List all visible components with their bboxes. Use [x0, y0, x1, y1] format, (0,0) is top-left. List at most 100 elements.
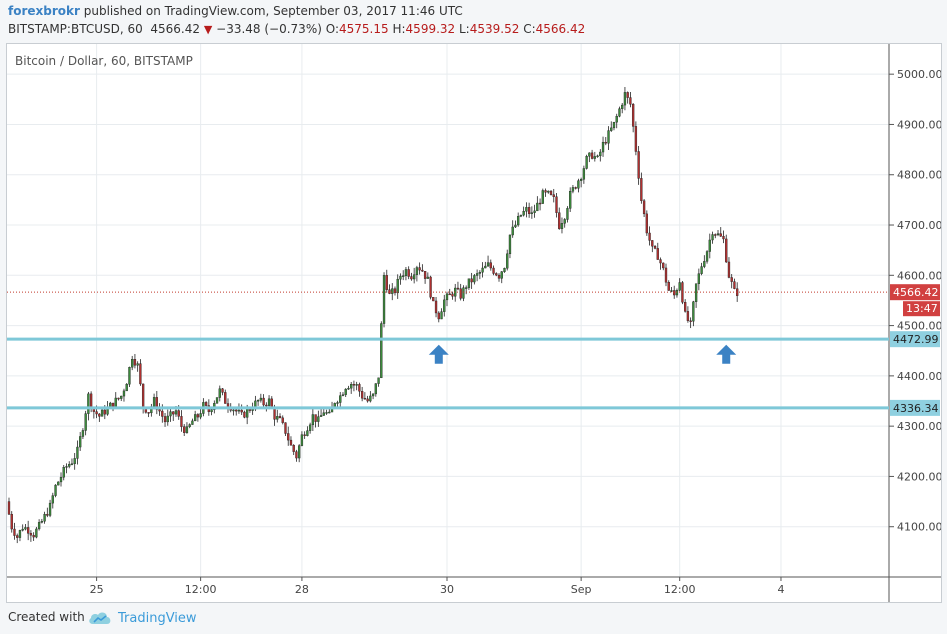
- candle-body: [16, 535, 19, 538]
- y-tick-label: 4100.00: [897, 521, 941, 534]
- candle-body: [481, 267, 484, 273]
- candle-body: [84, 413, 87, 431]
- candle-body: [298, 445, 301, 459]
- y-tick-label: 5000.00: [897, 68, 941, 81]
- open-value: 4575.15: [339, 22, 389, 36]
- candle-body: [593, 156, 596, 159]
- candle-body: [68, 464, 71, 467]
- y-tick-label: 4800.00: [897, 169, 941, 182]
- candle-body: [141, 383, 145, 408]
- chart-panel[interactable]: 5000.00 4900.00 4800.00 4700.00 4600.00 4500.…: [6, 43, 942, 603]
- tradingview-brand[interactable]: TradingView: [88, 607, 197, 629]
- candle-body: [215, 397, 219, 404]
- candle-body: [686, 311, 690, 321]
- candle-body: [46, 513, 49, 516]
- candle-body: [221, 388, 224, 393]
- candle-body: [311, 414, 315, 426]
- candle-body: [62, 467, 65, 478]
- candle-body: [404, 269, 408, 276]
- author-name[interactable]: forexbrokr: [8, 4, 80, 18]
- candle-body: [10, 514, 13, 530]
- countdown-label: 13:47: [906, 302, 938, 315]
- candle-body: [374, 383, 377, 395]
- candle-body: [243, 411, 246, 418]
- candle-body: [465, 287, 468, 289]
- y-tick-label: 4300.00: [897, 420, 941, 433]
- candle-body: [35, 528, 38, 538]
- candle-body: [224, 392, 227, 404]
- candle-body: [527, 207, 531, 214]
- candle-body: [393, 288, 397, 294]
- candle-body: [536, 202, 539, 212]
- candle-body: [640, 178, 643, 201]
- candle-body: [725, 238, 728, 263]
- candle-body: [410, 276, 413, 280]
- candle-body: [360, 391, 364, 399]
- candle-body: [347, 387, 350, 390]
- candle-body: [287, 433, 290, 441]
- candle-body: [492, 267, 495, 274]
- y-tick-label: 4900.00: [897, 118, 941, 131]
- candle-body: [322, 412, 325, 416]
- candle-body: [317, 416, 320, 422]
- candle-body: [525, 207, 528, 212]
- candle-body: [125, 383, 128, 392]
- candle-body: [456, 287, 460, 290]
- candle-body: [270, 398, 273, 408]
- candle-body: [519, 214, 523, 217]
- candle-body: [730, 277, 733, 282]
- candle-body: [664, 267, 668, 283]
- candle-body: [500, 271, 503, 279]
- candle-body: [103, 409, 106, 415]
- candle-body: [549, 190, 553, 195]
- candle-body: [571, 187, 575, 192]
- candle-body: [506, 253, 509, 269]
- candle-body: [380, 323, 383, 379]
- candle-body: [76, 446, 79, 459]
- candle-body: [503, 267, 506, 272]
- candle-body: [240, 409, 243, 413]
- candle-body: [569, 191, 572, 209]
- candle-body: [377, 377, 380, 384]
- y-tick-label: 4200.00: [897, 470, 941, 483]
- last-price-label: 4566.42: [893, 286, 939, 299]
- price-chart[interactable]: 5000.00 4900.00 4800.00 4700.00 4600.00 4500.…: [7, 44, 941, 602]
- candle-body: [610, 127, 613, 131]
- candle-body: [87, 393, 90, 414]
- last-price: 4566.42: [150, 22, 201, 36]
- up-arrow-icon[interactable]: [716, 344, 737, 364]
- support-label: 4336.34: [893, 402, 939, 415]
- candle-body: [199, 413, 202, 418]
- candle-body: [440, 311, 443, 320]
- candle-body: [533, 210, 536, 213]
- candle-body: [421, 269, 424, 272]
- candle-body: [429, 276, 432, 298]
- candle-body: [692, 301, 695, 322]
- candle-body: [133, 359, 137, 366]
- candle-body: [7, 501, 11, 515]
- candle-body: [604, 141, 607, 144]
- candle-body: [276, 416, 279, 420]
- candle-body: [722, 236, 725, 240]
- candle-body: [705, 251, 709, 262]
- candle-body: [136, 363, 139, 366]
- candle-body: [601, 141, 605, 153]
- chart-header: forexbrokr published on TradingView.com,…: [0, 0, 947, 42]
- candle-body: [626, 92, 629, 98]
- y-tick-label: 4600.00: [897, 269, 941, 282]
- candle-body: [423, 271, 427, 279]
- candle-body: [169, 411, 172, 417]
- brand-name: TradingView: [118, 610, 197, 626]
- candle-body: [538, 202, 542, 205]
- candle-body: [295, 451, 298, 459]
- up-arrow-icon[interactable]: [428, 344, 449, 364]
- candle-body: [634, 126, 638, 152]
- candle-body: [399, 275, 402, 280]
- candle-body: [618, 108, 621, 117]
- support-label-bg: [890, 399, 940, 416]
- candle-body: [152, 397, 156, 407]
- candle-body: [319, 415, 323, 417]
- candle-body: [29, 533, 33, 536]
- candle-body: [541, 190, 544, 204]
- candle-body: [262, 397, 265, 406]
